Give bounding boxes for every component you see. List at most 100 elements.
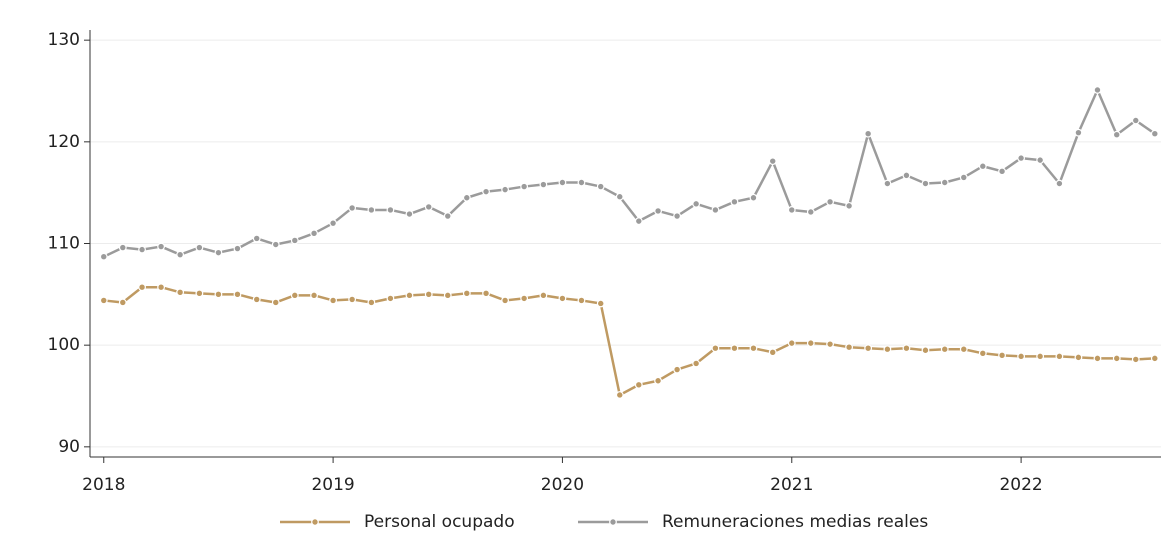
legend-marker [609, 518, 617, 526]
y-tick-label: 110 [48, 234, 80, 254]
data-point [634, 380, 643, 389]
data-point [615, 192, 624, 201]
data-point [615, 391, 624, 399]
y-tick-label: 130 [48, 30, 80, 50]
y-tick-label: 100 [48, 335, 80, 355]
data-point [902, 171, 911, 180]
data-point [310, 229, 318, 238]
data-point [138, 283, 146, 292]
data-point [787, 339, 796, 348]
data-point [424, 202, 433, 211]
data-point [520, 182, 529, 191]
data-point [577, 296, 586, 305]
data-point [1150, 129, 1159, 138]
data-point [99, 252, 108, 261]
data-point [252, 295, 261, 304]
data-point [118, 243, 127, 252]
data-point [978, 162, 987, 171]
data-point [482, 289, 490, 298]
data-point [558, 294, 567, 303]
data-point [749, 193, 758, 202]
y-tick-label: 90 [58, 437, 80, 457]
x-tick-label: 2018 [82, 475, 125, 495]
data-point [998, 351, 1006, 360]
data-point [348, 295, 357, 304]
data-point [1036, 352, 1045, 361]
data-point [749, 344, 758, 353]
legend-label: Personal ocupado [364, 512, 515, 532]
series-line [103, 285, 1155, 397]
data-point [443, 291, 452, 300]
y-tick-label: 120 [48, 132, 80, 152]
x-tick-label: 2021 [770, 475, 813, 495]
data-point [692, 359, 701, 368]
data-point [1112, 130, 1121, 139]
data-point [233, 244, 242, 253]
data-point [195, 243, 204, 252]
data-point [405, 210, 414, 218]
data-point [1074, 353, 1083, 362]
data-point [654, 376, 662, 385]
data-point [501, 185, 509, 194]
data-point [902, 344, 911, 353]
x-tick-label: 2022 [999, 475, 1042, 495]
data-point [883, 179, 892, 188]
data-point [806, 208, 815, 216]
data-point [214, 290, 223, 299]
data-point [558, 178, 567, 187]
data-point [787, 206, 796, 214]
data-point [959, 345, 968, 354]
x-tick-label: 2019 [311, 475, 354, 495]
data-point [176, 288, 185, 297]
data-point [730, 197, 739, 206]
data-point [443, 212, 452, 220]
data-point [462, 193, 471, 202]
data-point [386, 294, 395, 303]
data-point [978, 349, 987, 358]
data-point [654, 207, 662, 215]
data-point [1036, 156, 1045, 165]
data-point [195, 289, 204, 298]
data-point [405, 291, 414, 300]
data-point [520, 294, 529, 303]
data-point [214, 248, 223, 257]
legend-label: Remuneraciones medias reales [662, 512, 928, 532]
data-point [864, 129, 873, 138]
data-point [118, 298, 127, 307]
data-point [252, 234, 261, 243]
series-line [103, 88, 1156, 258]
data-point [482, 187, 490, 196]
data-point [921, 179, 930, 188]
data-point [1055, 179, 1064, 188]
data-point [998, 167, 1006, 176]
data-point [367, 298, 376, 307]
data-point [290, 236, 299, 245]
data-point [1093, 354, 1102, 363]
data-point [673, 212, 682, 220]
data-point [1112, 354, 1121, 363]
data-point [768, 348, 777, 357]
data-point [577, 178, 586, 187]
data-point [233, 290, 242, 299]
data-point [1093, 86, 1102, 94]
data-point [99, 296, 108, 305]
data-point [1017, 352, 1026, 361]
data-point [367, 206, 376, 214]
data-point [539, 291, 548, 300]
data-point [138, 245, 146, 254]
data-point [596, 182, 605, 191]
data-point [310, 291, 318, 300]
data-point [176, 250, 185, 259]
data-point [921, 346, 930, 355]
data-point [386, 206, 395, 214]
data-point [539, 180, 548, 189]
data-point [845, 201, 854, 210]
legend-marker [311, 518, 319, 526]
data-point [157, 283, 165, 292]
data-point [826, 340, 834, 349]
data-point [730, 344, 739, 353]
data-point [711, 344, 720, 353]
data-point [271, 298, 280, 307]
data-point [883, 345, 892, 354]
